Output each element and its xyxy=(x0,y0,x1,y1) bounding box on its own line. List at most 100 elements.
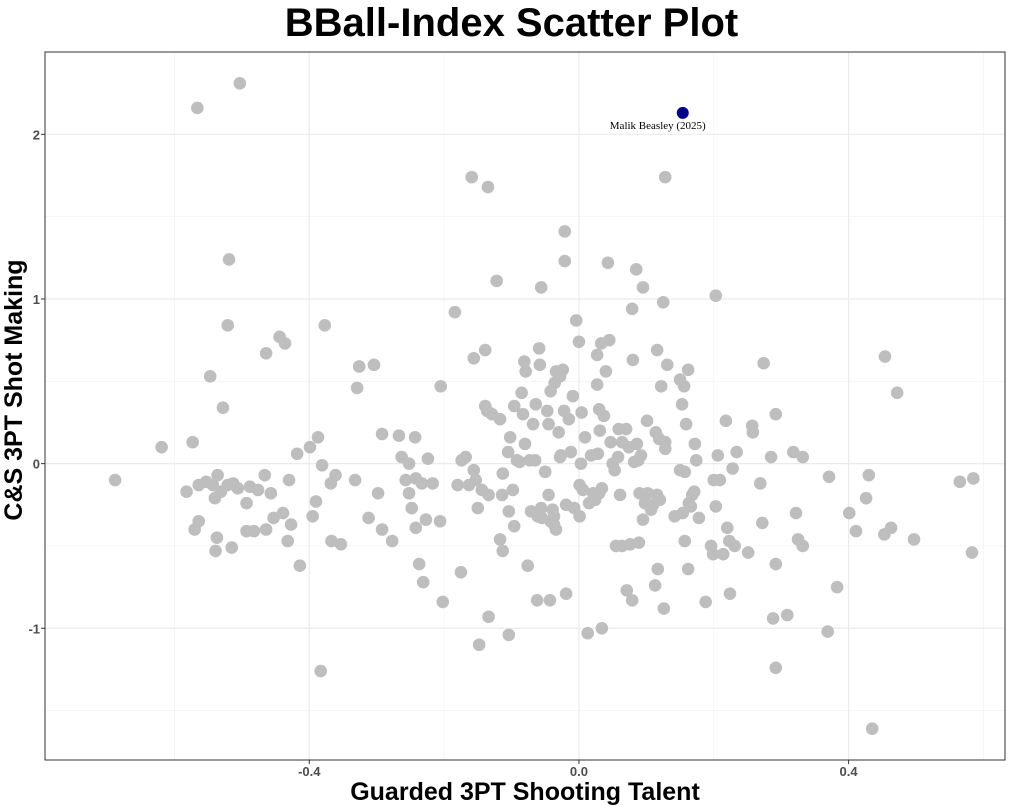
data-point xyxy=(314,664,328,678)
data-point xyxy=(503,430,517,444)
data-point xyxy=(709,500,723,513)
data-point xyxy=(186,435,199,449)
data-point xyxy=(402,486,416,500)
data-point xyxy=(552,426,566,439)
data-point xyxy=(890,386,904,400)
data-point xyxy=(306,510,319,523)
data-point xyxy=(362,511,375,525)
data-point xyxy=(769,407,783,421)
data-point xyxy=(409,521,423,535)
data-point xyxy=(459,450,472,464)
data-point xyxy=(209,544,222,558)
data-point xyxy=(849,524,863,538)
grid-lines xyxy=(45,52,1005,760)
data-point xyxy=(278,337,292,350)
data-point xyxy=(507,399,521,413)
data-point xyxy=(472,638,486,652)
data-point xyxy=(689,454,703,467)
data-point xyxy=(688,437,702,451)
data-point xyxy=(192,514,206,528)
data-point xyxy=(562,412,576,426)
data-point xyxy=(399,473,412,487)
data-point xyxy=(290,447,304,461)
data-point xyxy=(247,524,261,538)
data-point xyxy=(601,256,615,270)
data-point xyxy=(506,483,520,497)
data-point xyxy=(578,430,592,444)
highlighted-point-group: Malik Beasley (2025) xyxy=(610,106,706,132)
data-point xyxy=(465,170,479,184)
data-point xyxy=(653,493,667,507)
data-point xyxy=(315,458,329,472)
data-point xyxy=(678,465,692,479)
data-point xyxy=(478,343,492,357)
highlighted-point-label: Malik Beasley (2025) xyxy=(610,120,706,132)
data-point xyxy=(416,575,430,589)
data-point xyxy=(367,358,381,372)
data-point xyxy=(630,437,644,451)
data-point xyxy=(284,518,298,531)
data-point xyxy=(532,342,546,355)
data-point xyxy=(309,495,323,508)
data-point xyxy=(203,370,217,383)
data-point xyxy=(658,435,672,449)
data-point xyxy=(597,409,611,423)
data-point xyxy=(493,412,507,426)
data-point xyxy=(907,533,921,546)
data-point xyxy=(648,579,662,592)
data-point xyxy=(318,319,332,332)
data-point xyxy=(258,468,272,482)
data-point xyxy=(878,350,892,363)
data-point xyxy=(210,531,224,545)
data-point xyxy=(282,473,296,487)
data-point xyxy=(865,722,879,736)
data-point xyxy=(706,547,720,561)
y-tick-label: 2 xyxy=(33,127,40,142)
data-point xyxy=(780,608,794,622)
data-point xyxy=(392,429,406,442)
data-point xyxy=(796,450,810,464)
data-point xyxy=(526,417,540,431)
data-point xyxy=(720,521,734,535)
data-point xyxy=(502,628,516,642)
data-point xyxy=(559,587,573,601)
data-point xyxy=(375,523,389,536)
data-point xyxy=(222,253,236,266)
data-point xyxy=(556,363,570,377)
data-point xyxy=(507,519,521,533)
data-point xyxy=(728,539,741,553)
data-point xyxy=(530,593,544,607)
data-point xyxy=(566,389,580,403)
data-point xyxy=(371,486,385,500)
data-point xyxy=(216,401,230,414)
data-point xyxy=(350,381,364,395)
data-point xyxy=(496,544,510,558)
data-point xyxy=(259,523,273,536)
x-tick-label: 0.4 xyxy=(840,764,859,779)
data-point xyxy=(625,302,639,316)
data-point xyxy=(518,437,532,451)
data-point xyxy=(625,593,639,607)
data-point xyxy=(281,534,294,548)
data-point xyxy=(451,478,464,492)
data-point xyxy=(757,356,770,370)
data-point xyxy=(632,536,646,549)
data-point xyxy=(502,505,516,518)
data-point xyxy=(619,422,633,436)
data-point xyxy=(191,101,204,115)
data-point xyxy=(634,449,648,462)
data-point xyxy=(267,511,280,525)
data-point xyxy=(448,305,462,319)
data-point xyxy=(259,347,273,360)
data-point xyxy=(590,348,604,362)
data-point xyxy=(723,587,737,601)
data-point xyxy=(311,430,325,444)
data-point xyxy=(543,593,557,607)
data-point xyxy=(730,445,743,459)
y-tick-label: 0 xyxy=(33,457,40,472)
data-point xyxy=(251,483,265,497)
highlighted-point xyxy=(676,106,689,119)
data-point xyxy=(385,534,399,548)
data-point xyxy=(471,501,485,515)
